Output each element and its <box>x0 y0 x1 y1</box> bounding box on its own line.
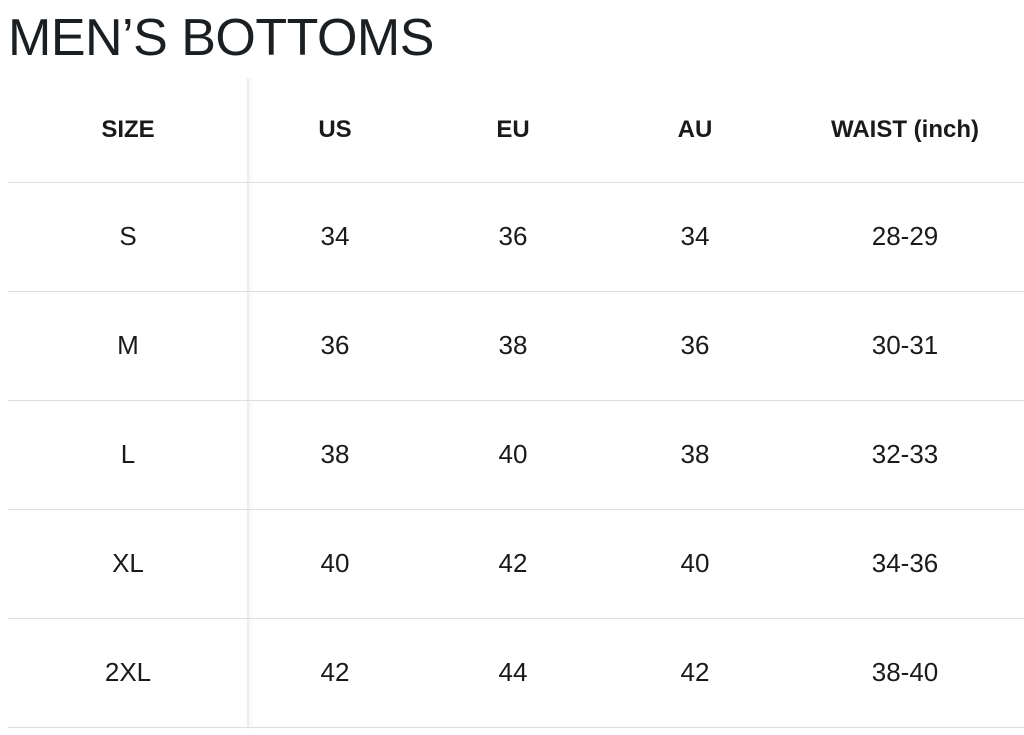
row-divider <box>8 291 1024 292</box>
table-cell: 36 <box>320 330 350 360</box>
table-cell: M <box>117 330 139 360</box>
table-cell: 32-33 <box>871 439 939 469</box>
table-cell: 38 <box>680 439 710 469</box>
table-cell: 36 <box>498 221 528 251</box>
row-divider <box>8 400 1024 401</box>
table-cell: 42 <box>320 657 350 687</box>
table-cell: L <box>120 439 136 469</box>
row-divider <box>8 727 1024 728</box>
header-cell: SIZE <box>101 116 155 143</box>
table-cell: XL <box>112 548 144 578</box>
column-divider <box>247 78 249 728</box>
table-cell: 40 <box>320 548 350 578</box>
header-cell: US <box>318 116 352 143</box>
table-cell: 34 <box>680 221 710 251</box>
table-cell: 2XL <box>104 657 152 687</box>
table-cell: 42 <box>680 657 710 687</box>
row-divider <box>8 509 1024 510</box>
table-cell: 44 <box>498 657 528 687</box>
table-cell: 34 <box>320 221 350 251</box>
table-cell: 40 <box>498 439 528 469</box>
table-cell: 30-31 <box>871 330 939 360</box>
table-cell: 42 <box>498 548 528 578</box>
row-divider <box>8 618 1024 619</box>
table-cell: 38-40 <box>871 657 939 687</box>
row-divider <box>8 182 1024 183</box>
table-cell: 38 <box>320 439 350 469</box>
header-cell: EU <box>496 116 530 143</box>
header-cell: WAIST (inch) <box>831 116 979 143</box>
table-cell: 40 <box>680 548 710 578</box>
table-cell: 28-29 <box>871 221 939 251</box>
header-cell: AU <box>677 116 713 143</box>
table-cell: 34-36 <box>871 548 939 578</box>
size-table: SIZE US EU AU WAIST (inch) S 34 36 34 28-29 M 36 38 3… <box>0 78 1024 728</box>
table-cell: 38 <box>498 330 528 360</box>
page-title: MEN’S BOTTOMS <box>8 9 434 67</box>
table-cell: 36 <box>680 330 710 360</box>
table-cell: S <box>119 221 137 251</box>
